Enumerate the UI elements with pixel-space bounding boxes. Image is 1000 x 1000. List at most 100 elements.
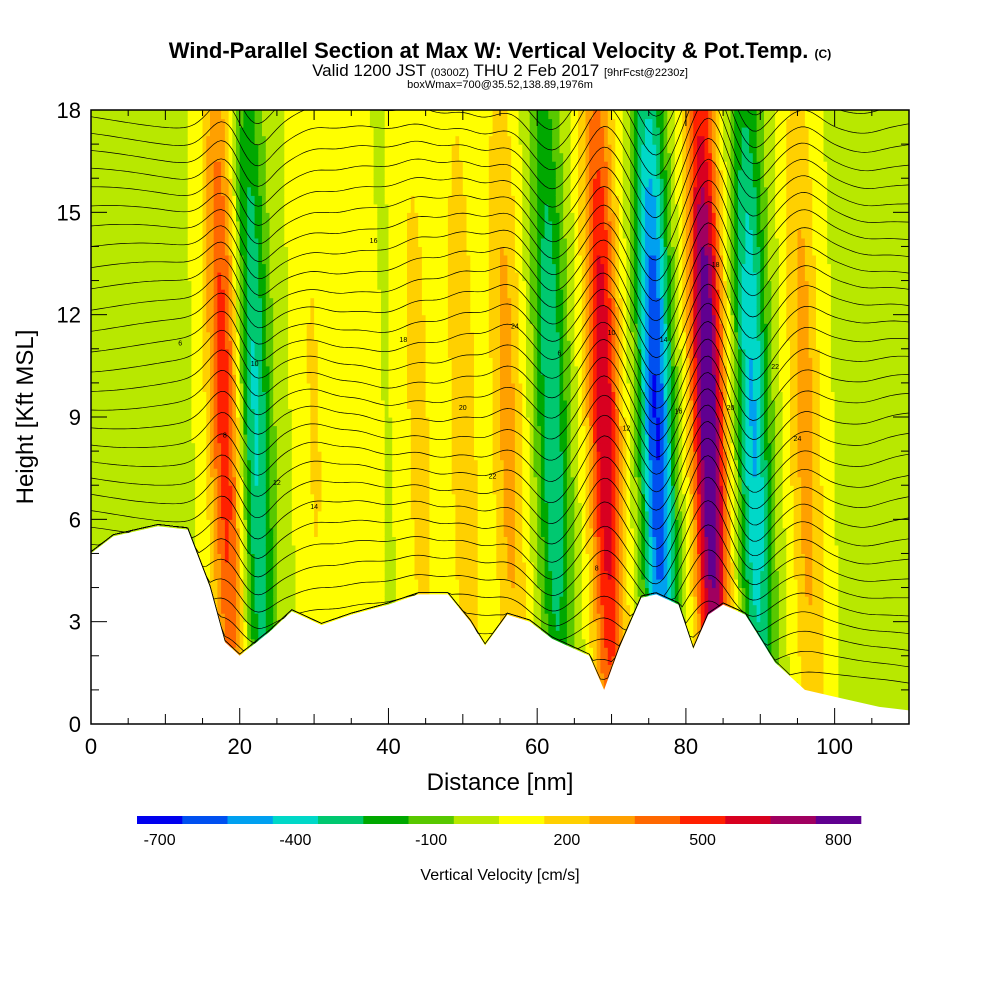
field-cell: [362, 391, 367, 401]
field-cell: [105, 110, 111, 120]
field-cell: [198, 255, 204, 265]
field-cell: [369, 459, 375, 469]
field-cell: [347, 118, 352, 128]
field-cell: [306, 144, 311, 154]
field-cell: [105, 297, 111, 307]
field-cell: [295, 442, 300, 452]
field-cell: [202, 229, 207, 239]
field-cell: [295, 323, 300, 333]
field-cell: [306, 306, 311, 316]
field-cell: [355, 417, 360, 427]
field-cell: [247, 587, 252, 597]
field-cell: [187, 399, 192, 409]
field-cell: [239, 562, 244, 572]
field-cell: [172, 195, 178, 205]
field-cell: [306, 382, 311, 392]
field-cell: [291, 169, 297, 179]
field-cell: [102, 255, 107, 265]
field-cell: [117, 178, 122, 188]
field-cell: [236, 314, 241, 324]
field-cell: [269, 493, 274, 503]
field-cell: [366, 255, 371, 265]
field-cell: [321, 519, 326, 529]
field-cell: [358, 212, 363, 222]
field-cell: [239, 476, 244, 486]
field-cell: [388, 237, 393, 247]
field-cell: [366, 135, 371, 145]
field-cell: [276, 544, 282, 554]
field-cell: [284, 382, 289, 392]
field-cell: [392, 408, 397, 418]
field-cell: [232, 110, 237, 120]
field-cell: [310, 135, 315, 145]
field-cell: [317, 297, 323, 307]
field-cell: [276, 169, 282, 179]
field-cell: [332, 212, 337, 222]
field-cell: [195, 408, 200, 418]
field-cell: [254, 425, 259, 435]
field-cell: [265, 382, 271, 392]
field-cell: [388, 425, 393, 435]
field-cell: [243, 297, 248, 307]
field-cell: [210, 417, 215, 427]
field-cell: [384, 255, 389, 265]
field-cell: [399, 280, 404, 290]
field-cell: [377, 502, 382, 512]
field-cell: [239, 195, 244, 205]
field-cell: [343, 203, 349, 213]
field-cell: [265, 263, 271, 273]
field-cell: [295, 587, 300, 597]
field-cell: [120, 340, 125, 350]
field-cell: [332, 510, 337, 520]
field-cell: [343, 161, 349, 171]
field-cell: [358, 340, 363, 350]
field-cell: [113, 186, 118, 196]
field-cell: [228, 604, 233, 614]
field-cell: [321, 246, 326, 256]
field-cell: [384, 348, 389, 358]
field-cell: [236, 451, 241, 461]
field-cell: [317, 562, 323, 572]
field-cell: [262, 186, 267, 196]
field-cell: [228, 272, 233, 282]
field-cell: [243, 263, 248, 273]
field-cell: [109, 203, 114, 213]
field-cell: [269, 587, 274, 597]
field-cell: [269, 621, 274, 631]
field-cell: [288, 357, 293, 367]
field-cell: [310, 306, 315, 316]
field-cell: [161, 374, 166, 384]
field-cell: [243, 417, 248, 427]
field-cell: [343, 152, 349, 162]
field-cell: [217, 596, 222, 606]
field-cell: [180, 323, 185, 333]
field-cell: [210, 485, 215, 495]
field-cell: [165, 340, 170, 350]
field-cell: [310, 246, 315, 256]
field-cell: [280, 144, 285, 154]
field-cell: [336, 544, 341, 554]
field-cell: [210, 186, 215, 196]
field-cell: [325, 314, 330, 324]
field-cell: [131, 374, 137, 384]
field-cell: [172, 306, 178, 316]
field-cell: [302, 417, 308, 427]
field-cell: [94, 255, 99, 265]
field-cell: [299, 263, 304, 273]
field-cell: [250, 169, 256, 179]
field-cell: [403, 289, 408, 299]
field-cell: [195, 229, 200, 239]
field-cell: [239, 118, 244, 128]
field-cell: [247, 323, 252, 333]
field-cell: [377, 135, 382, 145]
field-cell: [243, 613, 248, 623]
field-cell: [395, 280, 401, 290]
field-cell: [262, 451, 267, 461]
field-cell: [217, 425, 222, 435]
field-cell: [321, 203, 326, 213]
field-cell: [329, 195, 334, 205]
field-cell: [135, 255, 140, 265]
field-cell: [250, 135, 256, 145]
field-cell: [198, 152, 204, 162]
field-cell: [247, 152, 252, 162]
